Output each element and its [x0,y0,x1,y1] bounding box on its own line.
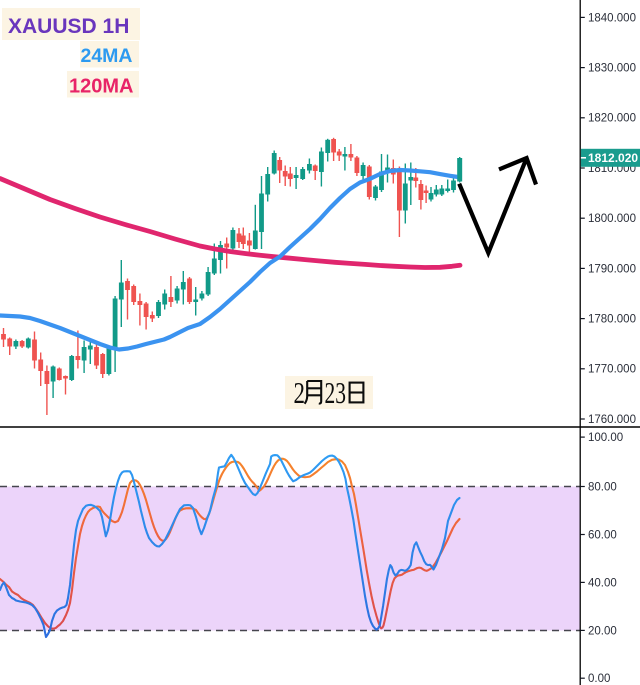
svg-text:1770.000: 1770.000 [588,364,636,376]
svg-text:1820.000: 1820.000 [588,113,636,125]
svg-text:120MA: 120MA [69,76,133,98]
svg-text:1790.000: 1790.000 [588,263,636,275]
svg-text:0.00: 0.00 [588,673,610,685]
svg-text:1760.000: 1760.000 [588,414,636,426]
svg-text:1780.000: 1780.000 [588,314,636,326]
svg-text:XAUUSD 1H: XAUUSD 1H [8,15,129,38]
svg-text:20.00: 20.00 [588,625,617,637]
svg-text:2: 2 [294,375,306,410]
svg-text:1840.000: 1840.000 [588,12,636,24]
svg-text:1830.000: 1830.000 [588,63,636,75]
svg-text:1800.000: 1800.000 [588,213,636,225]
svg-text:23: 23 [325,375,347,410]
svg-text:100.00: 100.00 [588,432,623,444]
svg-text:80.00: 80.00 [588,481,617,493]
svg-text:60.00: 60.00 [588,529,617,541]
svg-text:40.00: 40.00 [588,577,617,589]
svg-text:1812.020: 1812.020 [588,151,638,165]
svg-text:24MA: 24MA [80,45,132,67]
